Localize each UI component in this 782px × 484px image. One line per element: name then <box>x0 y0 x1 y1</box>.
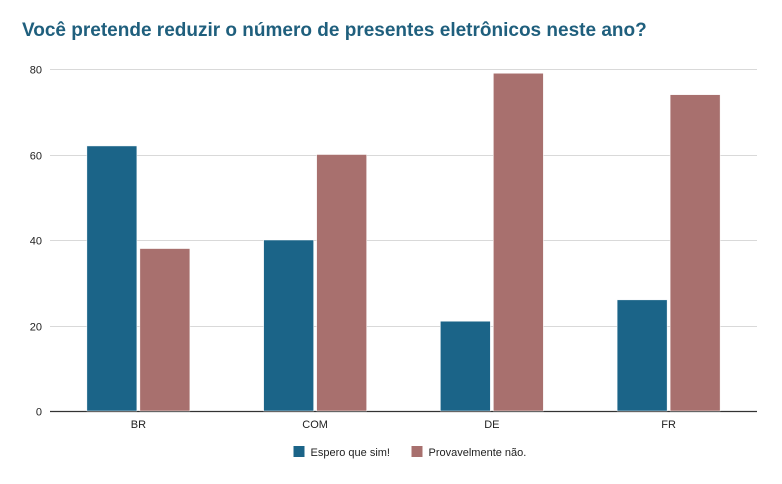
y-tick-label: 0 <box>36 407 42 419</box>
bar <box>440 320 491 412</box>
legend-swatch <box>411 446 423 457</box>
legend: Espero que sim! Provavelmente não. <box>293 446 527 459</box>
legend-label: Espero que sim! <box>311 447 390 459</box>
legend-item: Espero que sim! <box>293 446 390 459</box>
legend-item: Provavelmente não. <box>411 446 527 459</box>
legend-swatch <box>293 446 305 457</box>
y-tick-label: 40 <box>30 236 42 248</box>
bar <box>139 248 191 412</box>
bar <box>86 145 138 412</box>
x-axis-ticks: BR COM DE FR <box>131 419 676 431</box>
bar <box>493 73 544 412</box>
x-tick-label: FR <box>661 419 676 431</box>
legend-label: Provavelmente não. <box>429 447 527 459</box>
bar <box>316 154 367 412</box>
y-tick-label: 60 <box>30 151 42 163</box>
bars <box>86 73 721 412</box>
y-axis-ticks: 0 20 40 60 80 <box>30 65 42 419</box>
gridlines <box>50 69 757 413</box>
bar <box>263 239 314 412</box>
y-tick-label: 80 <box>30 65 42 77</box>
bar <box>616 299 668 412</box>
bar <box>669 94 721 412</box>
y-tick-label: 20 <box>30 322 42 334</box>
x-tick-label: DE <box>484 419 499 431</box>
x-tick-label: BR <box>131 419 146 431</box>
chart-title: Você pretende reduzir o número de presen… <box>22 20 647 41</box>
x-tick-label: COM <box>302 419 328 431</box>
